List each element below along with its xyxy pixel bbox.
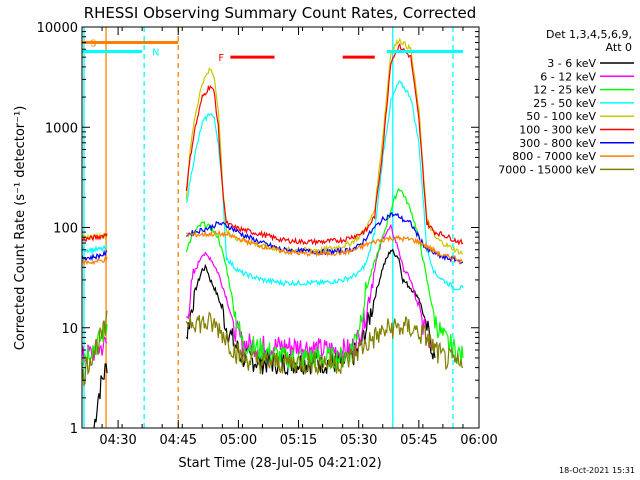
x-tick-label: 05:30 (340, 433, 377, 448)
flag-label: F (218, 53, 224, 64)
y-tick-label: 10000 (37, 21, 78, 36)
legend-label: 7000 - 15000 keV (498, 163, 596, 176)
y-tick-label: 1 (70, 422, 78, 437)
legend-label: 12 - 25 keV (533, 84, 596, 97)
x-tick-label: 05:15 (280, 433, 317, 448)
x-tick-label: 05:45 (400, 433, 437, 448)
legend-header: Att 0 (606, 41, 632, 54)
y-axis: 1 10 100 1000 10000 (37, 21, 479, 437)
y-tick-label: 100 (53, 222, 78, 237)
x-axis: 04:30 04:45 05:00 05:15 05:30 05:45 06:00 (81, 27, 498, 448)
y-axis-label: Corrected Count Rate (s⁻¹ detector⁻¹) (13, 106, 28, 351)
y-tick-label: 10 (61, 322, 78, 337)
x-tick-label: 05:00 (220, 433, 257, 448)
vertical-markers (83, 27, 454, 428)
series-line (82, 80, 464, 291)
series-line (93, 248, 436, 428)
legend-header: Det 1,3,4,5,6,9, (546, 28, 632, 41)
y-tick-label: 1000 (45, 121, 78, 136)
x-tick-label: 06:00 (460, 433, 497, 448)
series-line (82, 230, 464, 267)
legend-label: 6 - 12 keV (540, 70, 596, 83)
x-tick-label: 04:30 (99, 433, 136, 448)
flag-bars: S N F (82, 39, 463, 64)
chart-title: RHESSI Observing Summary Count Rates, Co… (84, 4, 477, 22)
plot-frame (81, 26, 480, 429)
legend-label: 800 - 7000 keV (512, 150, 596, 163)
x-axis-label: Start Time (28-Jul-05 04:21:02) (178, 456, 381, 471)
series-line (82, 310, 464, 388)
timestamp: 18-Oct-2021 15:31 (559, 466, 635, 475)
legend-label: 300 - 800 keV (519, 137, 596, 150)
legend-label: 50 - 100 keV (526, 110, 596, 123)
flag-label: S (90, 39, 96, 50)
flag-label: N (152, 47, 159, 58)
x-tick-label: 04:45 (160, 433, 197, 448)
series-layer (82, 37, 464, 428)
series-line (82, 42, 464, 247)
legend-label: 100 - 300 keV (519, 124, 596, 137)
legend-label: 3 - 6 keV (547, 57, 596, 70)
legend-label: 25 - 50 keV (533, 97, 596, 110)
